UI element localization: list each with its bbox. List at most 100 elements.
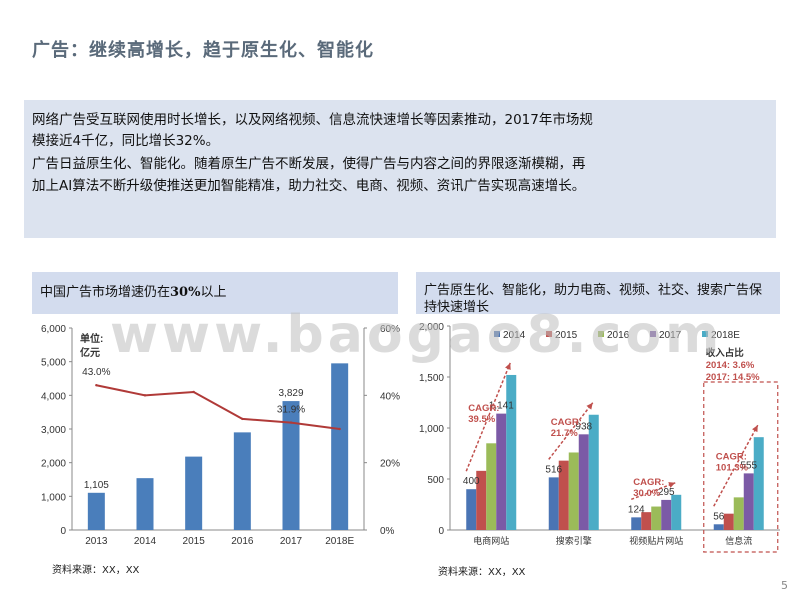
bar bbox=[578, 434, 589, 530]
x-tick-label: 2018E bbox=[325, 536, 354, 547]
right-header-text: 广告原生化、智能化，助力电商、视频、社交、搜索广告保持快速增长 bbox=[424, 283, 763, 315]
x-tick-label: 2014 bbox=[134, 536, 157, 547]
x-tick-label: 搜索引擎 bbox=[556, 535, 592, 546]
bar bbox=[136, 478, 154, 530]
legend-swatch bbox=[546, 331, 552, 337]
data-label: 516 bbox=[545, 464, 562, 475]
segment-chart: 0 500 1,000 1,500 2,000 2014 2015 2016 2017 2018E… bbox=[419, 322, 780, 553]
growth-point bbox=[192, 390, 195, 394]
y-tick-label: 0 bbox=[438, 526, 444, 537]
cagr-label: 30.0% bbox=[633, 488, 660, 499]
summary-line: 网络广告受互联网使用时长增长，以及网络视频、信息流快速增长等因素推动，2017年… bbox=[32, 112, 593, 128]
data-label: 400 bbox=[463, 476, 480, 487]
cagr-label: 21.7% bbox=[551, 428, 578, 439]
data-label: 938 bbox=[575, 421, 592, 432]
bar bbox=[486, 443, 497, 530]
growth-point bbox=[95, 384, 98, 387]
cagr-label: CAGR: bbox=[468, 403, 499, 414]
x-tick-label: 2017 bbox=[280, 536, 303, 547]
legend-swatch bbox=[650, 331, 656, 337]
cagr-arrow bbox=[713, 424, 759, 507]
y-tick-label: 1,500 bbox=[419, 373, 444, 384]
cagr-arrow bbox=[465, 362, 511, 472]
cagr-label: CAGR: bbox=[633, 477, 664, 488]
bar bbox=[733, 497, 744, 530]
y-tick-label: 2,000 bbox=[41, 459, 66, 470]
y-tick-label: 2,000 bbox=[419, 322, 444, 333]
x-tick-label: 2015 bbox=[183, 536, 206, 547]
growth-line bbox=[96, 384, 340, 430]
bar bbox=[466, 489, 477, 530]
y2-tick-label: 60% bbox=[380, 324, 400, 335]
legend-label: 2018E bbox=[711, 330, 740, 341]
bar bbox=[671, 494, 682, 530]
bar bbox=[753, 437, 764, 530]
bar bbox=[641, 512, 652, 530]
x-tick-label: 信息流 bbox=[725, 535, 752, 546]
summary-line: 广告日益原生化、智能化。随着原生广告不断发展，使得广告与内容之间的界限逐渐模糊，… bbox=[32, 156, 586, 172]
cagr-label: CAGR: bbox=[716, 452, 747, 463]
left-panel-header: 中国广告市场增速仍在30%以上 bbox=[32, 272, 398, 314]
cagr-arrow bbox=[630, 482, 676, 501]
bar bbox=[743, 473, 754, 530]
bar bbox=[588, 414, 599, 530]
bar bbox=[185, 456, 203, 530]
bar bbox=[661, 499, 672, 530]
growth-point bbox=[289, 421, 293, 424]
income-share-text: 收入占比 bbox=[706, 347, 745, 359]
bar bbox=[233, 432, 251, 530]
watermark: www.baogao8.com bbox=[110, 305, 724, 365]
y-tick-label: 0 bbox=[60, 526, 66, 537]
y2-tick-label: 0% bbox=[380, 526, 395, 537]
x-tick-label: 视频贴片网站 bbox=[629, 535, 683, 546]
cagr-arrow bbox=[548, 402, 594, 460]
data-label: 1,141 bbox=[489, 401, 514, 412]
left-header-bold: 30% bbox=[170, 285, 201, 300]
data-label: 555 bbox=[740, 460, 757, 471]
bar bbox=[506, 374, 517, 530]
data-label: 56 bbox=[713, 511, 725, 522]
x-tick-label: 2013 bbox=[85, 536, 108, 547]
legend-swatch bbox=[702, 331, 708, 337]
summary-line: 模接近4千亿，同比增长32%。 bbox=[32, 133, 220, 149]
unit-label: 亿元 bbox=[80, 346, 100, 359]
growth-point bbox=[143, 394, 147, 397]
x-tick-label: 电商网站 bbox=[473, 535, 509, 546]
left-header-prefix: 中国广告市场增速仍在 bbox=[40, 285, 171, 300]
cagr-label: 101.3% bbox=[716, 463, 749, 474]
bar bbox=[651, 506, 662, 530]
cagr-label: CAGR: bbox=[551, 417, 582, 428]
y-tick-label: 500 bbox=[427, 475, 444, 486]
y2-tick-label: 20% bbox=[380, 459, 400, 470]
slide-title: 广告：继续高增长，趋于原生化、智能化 bbox=[32, 40, 374, 61]
legend-label: 2016 bbox=[607, 330, 630, 341]
y-tick-label: 1,000 bbox=[419, 424, 444, 435]
y-tick-label: 4,000 bbox=[41, 391, 66, 402]
data-label: 295 bbox=[658, 487, 675, 498]
left-header-suffix: 以上 bbox=[200, 285, 227, 300]
cagr-arrowhead bbox=[668, 482, 676, 488]
bar bbox=[631, 517, 642, 530]
legend-swatch bbox=[598, 331, 604, 337]
cagr-arrowhead bbox=[586, 402, 593, 410]
growth-chart: 0 1,000 2,000 3,000 4,000 5,000 6,000 0% 20% 40% 6… bbox=[41, 324, 400, 547]
growth-point bbox=[241, 417, 244, 421]
bar bbox=[713, 524, 724, 530]
data-label: 31.9% bbox=[277, 405, 305, 416]
data-label: 1,105 bbox=[84, 480, 109, 491]
growth-point bbox=[338, 427, 341, 431]
bar bbox=[548, 477, 559, 530]
cagr-label: 39.5% bbox=[468, 414, 495, 425]
data-label: 43.0% bbox=[82, 367, 110, 378]
bar bbox=[331, 363, 349, 530]
data-label: 3,829 bbox=[278, 388, 303, 399]
summary-line: 加上AI算法不断升级使推送更加智能精准，助力社交、电商、视频、资讯广告实现高速增… bbox=[32, 178, 586, 194]
unit-label: 单位: bbox=[80, 332, 103, 345]
y-tick-label: 3,000 bbox=[41, 425, 66, 436]
income-share-text: 2014: 3.6% bbox=[706, 360, 755, 371]
legend-label: 2017 bbox=[659, 330, 682, 341]
highlight-box bbox=[703, 381, 779, 553]
right-source: 资料来源：XX，XX bbox=[438, 567, 526, 578]
bar bbox=[496, 413, 507, 530]
legend-label: 2014 bbox=[503, 330, 526, 341]
